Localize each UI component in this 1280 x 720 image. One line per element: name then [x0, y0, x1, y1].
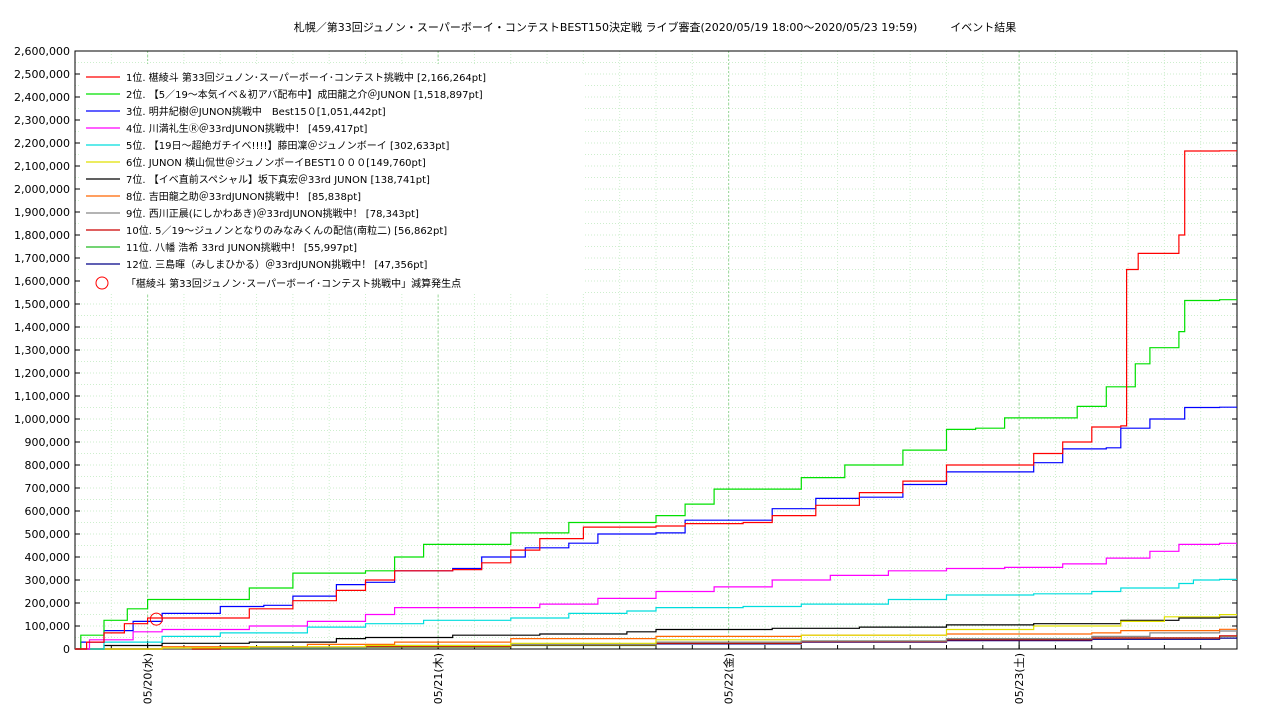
- y-tick-label: 900,000: [25, 436, 71, 449]
- y-tick-label: 600,000: [25, 505, 71, 518]
- legend-entry: 7位. 【イベ直前スペシャル】坂下真宏＠33rd JUNON [138,741p…: [126, 173, 430, 186]
- legend-marker-entry: 「椹綾斗 第33回ジュノン･スーパーボーイ･コンテスト挑戦中」減算発生点: [126, 277, 461, 290]
- y-tick-label: 1,400,000: [14, 321, 70, 334]
- y-tick-label: 1,100,000: [14, 390, 70, 403]
- y-tick-label: 1,300,000: [14, 344, 70, 357]
- series-line: [75, 299, 1237, 650]
- y-tick-label: 1,200,000: [14, 367, 70, 380]
- y-tick-label: 2,100,000: [14, 160, 70, 173]
- legend-entry: 4位. 川満礼生Ⓡ＠33rdJUNON挑戦中！ [459,417pt]: [126, 122, 368, 135]
- legend: 1位. 椹綾斗 第33回ジュノン･スーパーボーイ･コンテスト挑戦中 [2,166…: [80, 64, 585, 294]
- x-tick-label: 05/21(木): [432, 653, 445, 704]
- y-tick-label: 2,600,000: [14, 45, 70, 58]
- series-line: [75, 406, 1237, 650]
- series-line: [75, 628, 1237, 650]
- x-tick-label: 05/23(土): [1013, 653, 1026, 704]
- series-line: [75, 542, 1237, 650]
- legend-background: [80, 64, 585, 294]
- y-tick-label: 200,000: [25, 597, 71, 610]
- legend-entry: 9位. 西川正晨(にしかわあき)＠33rdJUNON挑戦中！ [78,343pt…: [126, 207, 419, 220]
- series-line: [75, 630, 1237, 650]
- legend-entry: 8位. 吉田龍之助＠33rdJUNON挑戦中！ [85,838pt]: [126, 190, 361, 203]
- legend-entry: 6位. JUNON 横山侃世＠ジュノンボーイBEST1０００[149,760pt…: [126, 156, 426, 169]
- y-tick-label: 1,800,000: [14, 229, 70, 242]
- decrement-marker: [149, 612, 163, 626]
- y-axis: 0 100,000 200,000 300,000 400,000 500,000 600,…: [14, 45, 1237, 656]
- y-tick-label: 1,000,000: [14, 413, 70, 426]
- y-tick-label: 700,000: [25, 482, 71, 495]
- legend-entry: 5位. 【19日〜超絶ガチイベ!!!!】藤田凜＠ジュノンボーイ [302,633…: [126, 139, 449, 152]
- y-tick-label: 2,200,000: [14, 137, 70, 150]
- x-axis: 05/20(水) 05/21(木) 05/22(金) 05/23(土): [110, 641, 1202, 704]
- y-tick-label: 300,000: [25, 574, 71, 587]
- y-tick-label: 1,900,000: [14, 206, 70, 219]
- y-tick-label: 2,300,000: [14, 114, 70, 127]
- y-tick-label: 2,000,000: [14, 183, 70, 196]
- y-tick-label: 2,500,000: [14, 68, 70, 81]
- y-tick-label: 500,000: [25, 528, 71, 541]
- x-tick-label: 05/20(水): [142, 653, 155, 704]
- series-group: [75, 150, 1237, 650]
- legend-entry: 11位. 八幡 浩希 33rd JUNON挑戦中！ [55,997pt]: [126, 241, 357, 254]
- legend-entry: 3位. 明井紀樹＠JUNON挑戦中 Best15０[1,051,442pt]: [126, 105, 386, 118]
- series-line: [75, 578, 1237, 650]
- legend-entry: 2位. 【5／19〜本気イベ＆初アバ配布中】成田龍之介＠JUNON [1,518…: [126, 88, 483, 101]
- x-tick-label: 05/22(金): [722, 653, 736, 704]
- legend-entry: 10位. 5／19〜ジュノンとなりのみなみくんの配信(南粒二) [56,862p…: [126, 224, 447, 237]
- y-tick-label: 100,000: [25, 620, 71, 633]
- series-line: [75, 150, 1237, 650]
- legend-entry: 1位. 椹綾斗 第33回ジュノン･スーパーボーイ･コンテスト挑戦中 [2,166…: [126, 71, 486, 84]
- y-tick-label: 800,000: [25, 459, 71, 472]
- y-tick-label: 0: [63, 643, 70, 656]
- y-tick-label: 2,400,000: [14, 91, 70, 104]
- y-tick-label: 1,700,000: [14, 252, 70, 265]
- y-tick-label: 1,500,000: [14, 298, 70, 311]
- legend-entry: 12位. 三島暉（みしまひかる）＠33rdJUNON挑戦中！ [47,356pt…: [126, 258, 428, 271]
- grid: [75, 50, 1237, 650]
- chart-title: 札幌／第33回ジュノン・スーパーボーイ・コンテストBEST150決定戦 ライブ審…: [294, 20, 1017, 34]
- y-tick-label: 400,000: [25, 551, 71, 564]
- y-tick-label: 1,600,000: [14, 275, 70, 288]
- legend-marker-swatch: [95, 276, 109, 290]
- series-line: [75, 614, 1237, 650]
